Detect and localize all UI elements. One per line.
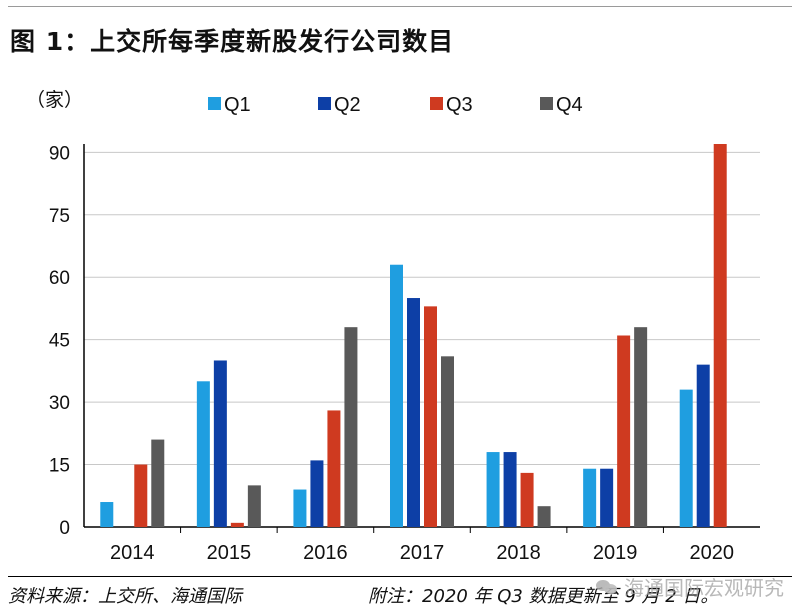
bar-q4-2017 xyxy=(441,356,454,527)
bar-chart: 0 15 30 45 60 75 90 （家） 2014 2015 2016 2017 2018 2019… xyxy=(26,89,760,564)
bar-q3-2019 xyxy=(617,335,631,527)
wechat-icon xyxy=(596,578,618,596)
bar-q4-2015 xyxy=(247,485,261,527)
y-tick-label: 30 xyxy=(49,393,70,414)
bar-q4-2018 xyxy=(537,506,551,527)
bar-q3-2014 xyxy=(134,464,148,527)
bar-q2-2015 xyxy=(213,360,227,527)
x-tick-label: 2019 xyxy=(593,542,638,564)
bar-q4-2016 xyxy=(344,327,358,527)
y-tick-label: 45 xyxy=(49,331,70,352)
bar-q2-2019 xyxy=(600,468,614,527)
y-axis-label: （家） xyxy=(26,89,83,111)
x-tick-label: 2017 xyxy=(400,542,445,564)
x-tick-label: 2018 xyxy=(496,542,541,564)
bar-q1-2016 xyxy=(293,489,307,527)
bar-q1-2019 xyxy=(583,468,597,527)
x-tick-label: 2020 xyxy=(689,542,734,564)
watermark-text: 海通国际宏观研究 xyxy=(624,576,784,600)
bar-q2-2020 xyxy=(696,364,710,527)
chart-title: 图 1：上交所每季度新股发行公司数目 xyxy=(10,27,455,56)
bottom-rule xyxy=(8,576,792,577)
bar-q1-2017 xyxy=(390,264,403,527)
bar-q3-2018 xyxy=(520,472,534,527)
x-tick-label: 2014 xyxy=(110,542,155,564)
footnote: 附注：2020 年 Q3 数据更新至 9 月 2 日。 xyxy=(368,586,719,607)
bar-q4-2019 xyxy=(634,327,648,527)
legend-label-q1: Q1 xyxy=(224,94,251,116)
legend-swatch-q2 xyxy=(318,97,331,110)
x-tick-label: 2015 xyxy=(207,542,252,564)
bar-q4-2014 xyxy=(151,439,165,527)
watermark: 海通国际宏观研究 xyxy=(596,572,784,601)
bar-q2-2016 xyxy=(310,460,324,527)
x-tick-label: 2016 xyxy=(303,542,348,564)
bar-q3-2020 xyxy=(713,144,727,527)
legend-label-q2: Q2 xyxy=(334,94,361,116)
bar-q3-2015 xyxy=(230,522,244,527)
source-note: 资料来源：上交所、海通国际 xyxy=(8,586,242,607)
bar-q2-2018 xyxy=(503,452,517,527)
bar-q1-2014 xyxy=(100,502,114,527)
bar-q1-2015 xyxy=(196,381,210,527)
y-tick-label: 15 xyxy=(49,456,70,477)
bar-q3-2016 xyxy=(327,410,341,527)
legend-swatch-q3 xyxy=(430,97,443,110)
legend-swatch-q4 xyxy=(540,97,553,110)
top-rule xyxy=(8,6,792,7)
legend-label-q3: Q3 xyxy=(446,94,473,116)
y-tick-label: 75 xyxy=(49,206,70,227)
legend-label-q4: Q4 xyxy=(556,94,583,116)
bar-q1-2018 xyxy=(486,452,500,527)
y-tick-label: 60 xyxy=(49,268,70,289)
bar-q2-2017 xyxy=(407,298,420,527)
bar-q1-2020 xyxy=(679,389,693,527)
y-tick-label: 0 xyxy=(59,518,70,539)
legend-swatch-q1 xyxy=(208,97,221,110)
bar-q3-2017 xyxy=(424,306,437,527)
y-tick-label: 90 xyxy=(49,143,70,164)
